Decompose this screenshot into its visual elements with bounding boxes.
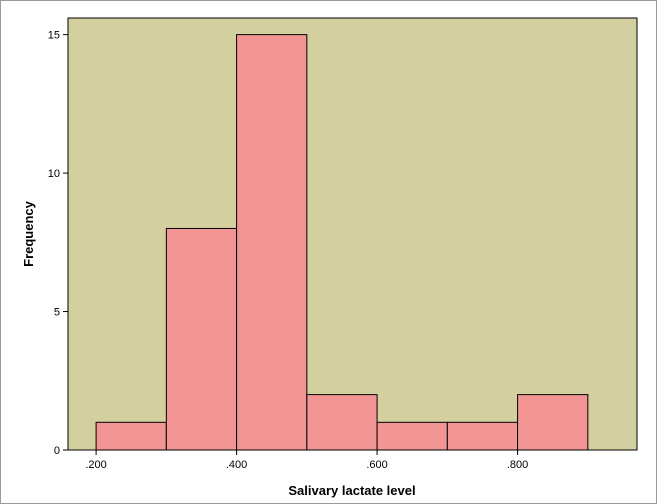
histogram-bar-1 (95, 421, 167, 451)
y-tick-label: 10 (48, 168, 60, 180)
x-tick-label: .200 (85, 459, 106, 471)
histogram-bar-5 (376, 421, 448, 451)
bars-group (95, 34, 589, 451)
y-tick-label: 0 (54, 445, 60, 457)
x-tick-label: .800 (507, 459, 528, 471)
y-tick-label: 15 (48, 30, 60, 42)
plot-area (67, 17, 638, 451)
histogram-bar-4 (306, 394, 378, 451)
histogram-bar-6 (446, 421, 519, 451)
x-tick-label: .600 (366, 459, 387, 471)
histogram-bar-3 (236, 34, 308, 451)
x-axis-title: Salivary lactate level (288, 483, 415, 498)
y-axis-title: Frequency (21, 200, 36, 267)
histogram-bar-2 (165, 227, 238, 451)
x-tick-label: .400 (226, 459, 247, 471)
y-axis-ticks: 0 5 10 15 (48, 30, 68, 457)
x-axis-ticks: .200 .400 .600 .800 (85, 450, 528, 471)
histogram-bar-7 (517, 394, 589, 451)
y-tick-label: 5 (54, 307, 60, 319)
